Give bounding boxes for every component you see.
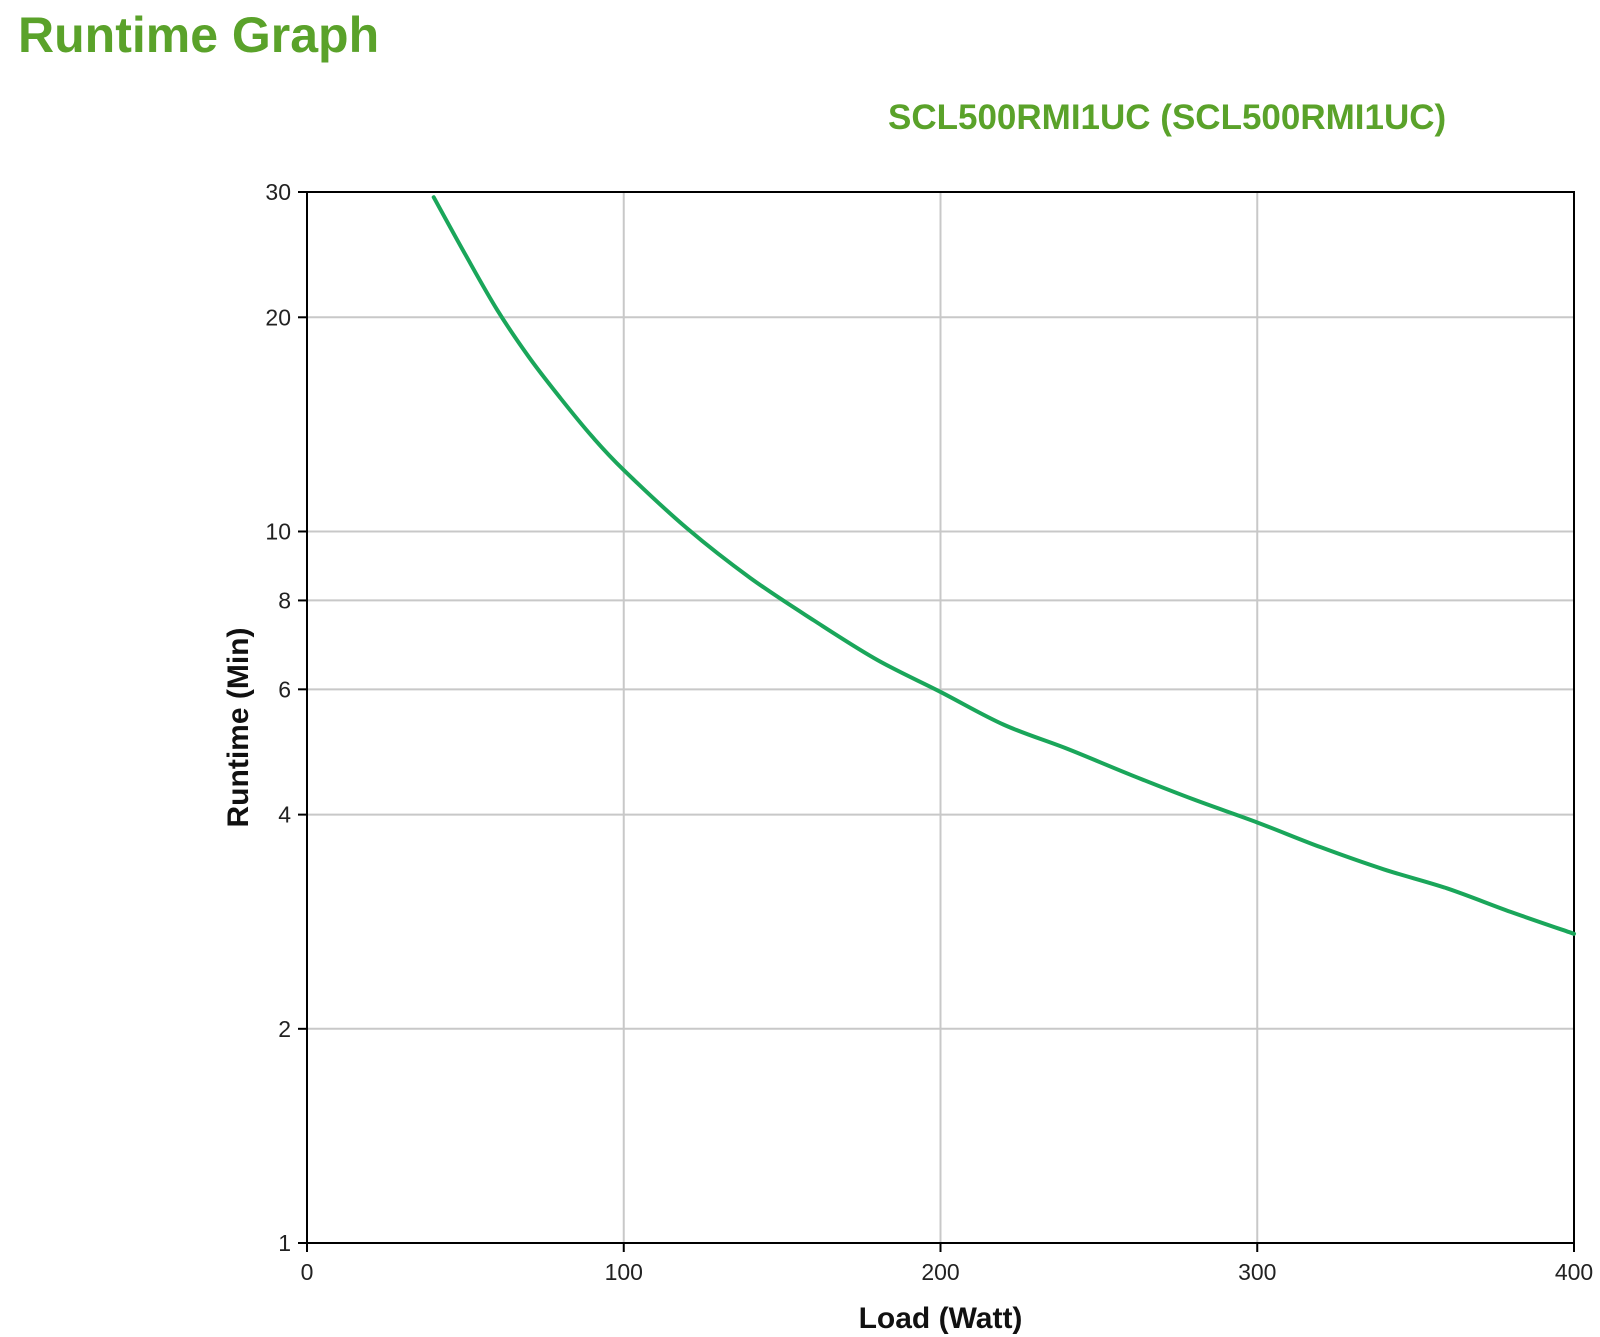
series-layer <box>431 195 1576 936</box>
x-tick-label: 300 <box>1238 1259 1276 1285</box>
y-tick-label: 4 <box>278 802 291 828</box>
x-tick-label: 200 <box>921 1259 959 1285</box>
axis-ticks: 0 100 200 300 400 1 2 4 6 8 10 20 30 <box>265 179 1593 1285</box>
grid-lines <box>307 192 1574 1243</box>
chart-title: SCL500RMI1UC (SCL500RMI1UC) <box>888 98 1447 137</box>
x-tick-label: 100 <box>605 1259 643 1285</box>
x-tick-label: 0 <box>301 1259 314 1285</box>
y-tick-label: 30 <box>265 179 291 205</box>
y-tick-label: 10 <box>265 518 291 544</box>
y-tick-label: 1 <box>278 1230 291 1256</box>
y-tick-label: 20 <box>265 304 291 330</box>
page-title: Runtime Graph <box>18 7 380 63</box>
y-axis-label: Runtime (Min) <box>222 628 255 828</box>
runtime-series-line <box>431 195 1576 936</box>
x-tick-label: 400 <box>1555 1259 1593 1285</box>
y-tick-label: 6 <box>278 676 291 702</box>
x-axis-label: Load (Watt) <box>859 1302 1023 1335</box>
y-tick-label: 8 <box>278 587 291 613</box>
y-tick-label: 2 <box>278 1016 291 1042</box>
